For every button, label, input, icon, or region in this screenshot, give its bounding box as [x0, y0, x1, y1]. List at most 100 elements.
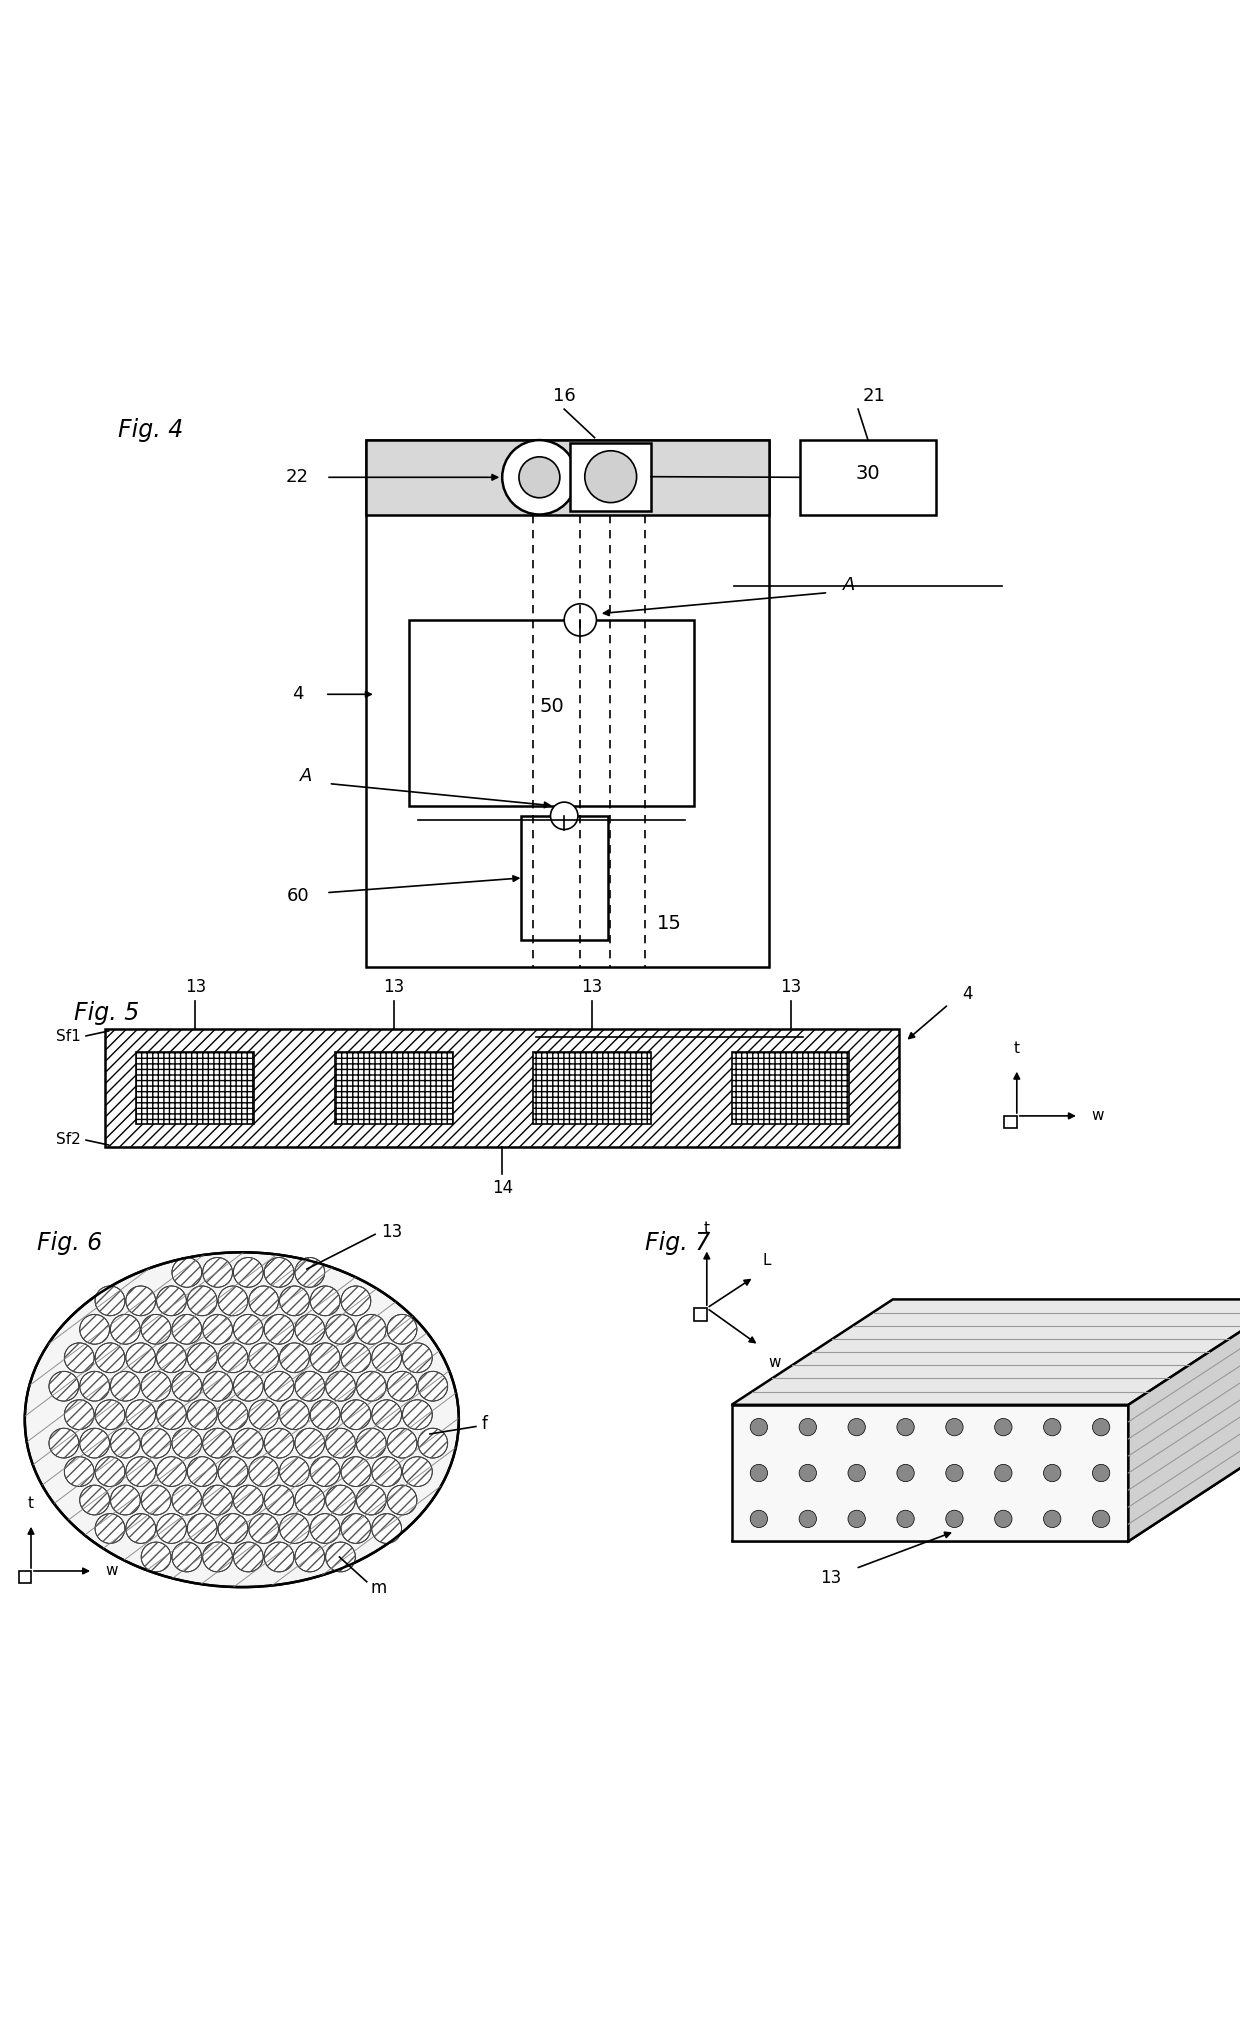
Circle shape — [64, 1457, 94, 1487]
Text: 14: 14 — [491, 1178, 513, 1196]
Circle shape — [341, 1457, 371, 1487]
Circle shape — [141, 1542, 171, 1572]
Circle shape — [356, 1372, 386, 1401]
Circle shape — [750, 1419, 768, 1435]
Circle shape — [218, 1457, 248, 1487]
Circle shape — [326, 1542, 356, 1572]
Circle shape — [95, 1514, 125, 1544]
Circle shape — [202, 1372, 232, 1401]
Bar — [694, 1308, 707, 1320]
Circle shape — [946, 1419, 963, 1435]
Circle shape — [95, 1342, 125, 1372]
Circle shape — [249, 1342, 279, 1372]
Circle shape — [403, 1401, 433, 1429]
Text: 22: 22 — [286, 469, 309, 487]
Circle shape — [218, 1401, 248, 1429]
Circle shape — [187, 1514, 217, 1544]
Circle shape — [326, 1372, 356, 1401]
Circle shape — [1044, 1465, 1061, 1481]
Text: 16: 16 — [553, 388, 575, 406]
Text: t: t — [29, 1496, 33, 1512]
Bar — [521, 816, 608, 940]
Circle shape — [233, 1372, 263, 1401]
Text: 13: 13 — [185, 978, 206, 996]
Circle shape — [994, 1510, 1012, 1528]
Circle shape — [202, 1429, 232, 1457]
Bar — [366, 441, 769, 515]
Circle shape — [1092, 1510, 1110, 1528]
Circle shape — [79, 1314, 109, 1344]
Circle shape — [310, 1285, 340, 1316]
Bar — [105, 1029, 899, 1146]
Circle shape — [172, 1485, 202, 1516]
Circle shape — [249, 1457, 279, 1487]
Circle shape — [518, 457, 560, 497]
Circle shape — [233, 1542, 263, 1572]
Circle shape — [233, 1429, 263, 1457]
Bar — [1004, 1116, 1017, 1128]
Circle shape — [279, 1457, 309, 1487]
Circle shape — [341, 1401, 371, 1429]
Text: Sf1: Sf1 — [56, 1029, 81, 1045]
Circle shape — [202, 1314, 232, 1344]
Bar — [136, 1053, 254, 1124]
Text: 60: 60 — [286, 887, 309, 905]
Bar — [19, 1570, 31, 1582]
Text: w: w — [1091, 1108, 1104, 1124]
Circle shape — [156, 1285, 186, 1316]
Text: f: f — [482, 1415, 487, 1433]
Circle shape — [172, 1429, 202, 1457]
Ellipse shape — [25, 1253, 459, 1586]
Circle shape — [502, 441, 577, 515]
Circle shape — [172, 1314, 202, 1344]
Circle shape — [356, 1429, 386, 1457]
Circle shape — [125, 1285, 155, 1316]
Circle shape — [418, 1429, 448, 1457]
Circle shape — [218, 1514, 248, 1544]
Circle shape — [295, 1485, 325, 1516]
Circle shape — [418, 1372, 448, 1401]
Circle shape — [95, 1285, 125, 1316]
Circle shape — [372, 1401, 402, 1429]
Circle shape — [326, 1429, 356, 1457]
Circle shape — [994, 1465, 1012, 1481]
Circle shape — [585, 451, 636, 503]
Text: Sf2: Sf2 — [56, 1132, 81, 1148]
Circle shape — [1044, 1419, 1061, 1435]
Circle shape — [372, 1457, 402, 1487]
Circle shape — [141, 1372, 171, 1401]
Circle shape — [356, 1314, 386, 1344]
Circle shape — [750, 1465, 768, 1481]
Circle shape — [341, 1285, 371, 1316]
Circle shape — [897, 1510, 914, 1528]
Circle shape — [187, 1457, 217, 1487]
Text: m: m — [371, 1578, 387, 1597]
Circle shape — [156, 1457, 186, 1487]
Circle shape — [295, 1372, 325, 1401]
Polygon shape — [732, 1405, 1128, 1542]
Circle shape — [172, 1542, 202, 1572]
Circle shape — [848, 1419, 866, 1435]
Circle shape — [387, 1485, 417, 1516]
Circle shape — [1092, 1465, 1110, 1481]
Text: 13: 13 — [582, 978, 603, 996]
Circle shape — [141, 1429, 171, 1457]
Circle shape — [233, 1257, 263, 1287]
Circle shape — [310, 1401, 340, 1429]
Circle shape — [172, 1372, 202, 1401]
Circle shape — [279, 1401, 309, 1429]
Circle shape — [1092, 1419, 1110, 1435]
Circle shape — [310, 1457, 340, 1487]
Bar — [409, 620, 694, 806]
Circle shape — [95, 1401, 125, 1429]
Circle shape — [264, 1314, 294, 1344]
Text: 13: 13 — [383, 978, 404, 996]
Circle shape — [110, 1314, 140, 1344]
Circle shape — [187, 1285, 217, 1316]
Circle shape — [848, 1510, 866, 1528]
Bar — [533, 1053, 651, 1124]
Circle shape — [264, 1372, 294, 1401]
Circle shape — [326, 1485, 356, 1516]
Circle shape — [341, 1514, 371, 1544]
Circle shape — [750, 1510, 768, 1528]
